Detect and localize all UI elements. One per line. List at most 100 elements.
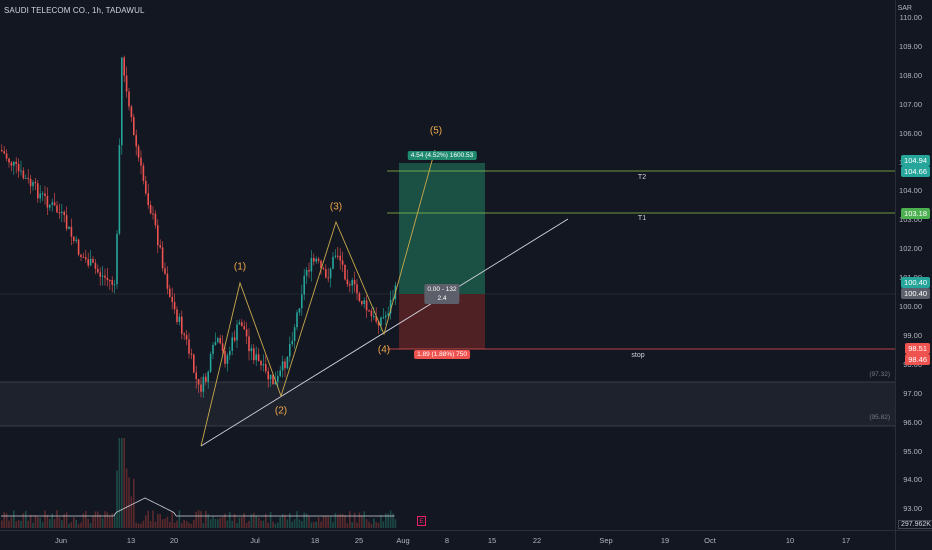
volume-bar (8, 520, 10, 528)
candle-body (152, 213, 154, 215)
candle-body (301, 294, 303, 309)
volume-bar (315, 521, 317, 528)
wave-label-2: (2) (274, 405, 288, 417)
candle-body (154, 213, 157, 226)
candle-body (284, 361, 286, 369)
candle-body (265, 364, 267, 372)
volume-bar (193, 519, 195, 528)
t2-text: T2 (637, 174, 647, 181)
candle-body (229, 350, 231, 356)
candle-body (233, 337, 236, 341)
volume-bar (325, 515, 327, 528)
candle-body (44, 193, 46, 196)
candle-body (238, 322, 241, 325)
price-axis-tick: 108.00 (899, 70, 922, 80)
candle-body (73, 236, 75, 241)
candle-body (298, 308, 301, 313)
volume-bar (327, 516, 329, 528)
zone-lower-label: (95.82) (869, 414, 890, 421)
wave-label-5: (5) (429, 125, 443, 137)
candle-body (202, 376, 205, 392)
candle-body (135, 135, 137, 147)
volume-bar (37, 517, 39, 528)
candle-body (245, 329, 248, 337)
volume-bar (245, 522, 248, 528)
volume-bar (253, 512, 255, 528)
candle-body (329, 268, 332, 279)
volume-bar (260, 520, 262, 528)
candle-body (53, 202, 56, 206)
time-axis-tick: 18 (310, 536, 320, 545)
volume-bar (305, 513, 308, 528)
volume-bar (111, 513, 113, 528)
volume-bar (368, 521, 370, 528)
candle-body (97, 268, 99, 273)
volume-bar (116, 470, 118, 528)
volume-bar (17, 520, 20, 528)
candle-body (313, 258, 315, 262)
volume-bar (109, 516, 111, 528)
volume-bar (10, 517, 13, 528)
support-zone (0, 382, 895, 426)
volume-bar (272, 521, 274, 528)
candle-body (322, 268, 325, 270)
candle-body (65, 215, 68, 229)
volume-bar (255, 515, 257, 528)
candle-body (17, 163, 20, 172)
wave-label-3: (3) (329, 201, 343, 213)
volume-bar (125, 468, 128, 528)
candle-body (140, 157, 142, 166)
volume-bar (56, 510, 58, 528)
volume-bar (113, 513, 116, 528)
candle-body (365, 300, 368, 311)
volume-bar (15, 521, 17, 528)
volume-bar (310, 522, 313, 528)
time-axis-tick: 15 (487, 536, 497, 545)
candle-body (243, 326, 245, 330)
volume-bar (296, 511, 298, 528)
candle-body (145, 180, 147, 194)
candle-body (20, 170, 22, 172)
volume-bar (243, 512, 245, 528)
candle-body (274, 381, 277, 385)
candle-body (1, 150, 3, 152)
candle-body (63, 211, 65, 216)
volume-bar (289, 513, 291, 528)
candle-body (41, 193, 44, 195)
candle-body (29, 178, 32, 187)
stop-text: stop (631, 352, 645, 359)
time-axis-tick: Sep (599, 536, 613, 545)
target-zone[interactable] (399, 163, 485, 294)
time-axis-tick: 19 (660, 536, 670, 545)
candle-body (346, 279, 349, 285)
volume-bar (161, 519, 164, 528)
candle-body (80, 254, 82, 257)
volume-bar (236, 523, 238, 528)
volume-bar (284, 514, 286, 528)
volume-bar (303, 512, 305, 528)
wave-label-4: (4) (377, 344, 391, 356)
volume-bar (387, 513, 389, 528)
candle-body (286, 356, 289, 369)
candle-body (236, 324, 238, 341)
elliott-wave-path[interactable] (200, 149, 436, 447)
volume-bar (356, 522, 358, 528)
volume-bar (142, 520, 145, 528)
volume-bar (219, 518, 221, 528)
price-axis-tick: 102.00 (899, 244, 922, 254)
candle-body (308, 270, 310, 272)
candle-body (195, 372, 197, 380)
volume-bar (157, 514, 159, 528)
price-tag-stop-a: 98.51 (905, 343, 930, 354)
candle-body (61, 211, 63, 213)
volume-bar (214, 519, 217, 528)
volume-bar (341, 514, 344, 528)
volume-bar (274, 523, 277, 528)
time-axis-tick: 13 (126, 536, 136, 545)
candle-body (125, 75, 128, 92)
earnings-event-marker[interactable]: E (417, 516, 426, 526)
time-axis-tick: Jun (54, 536, 68, 545)
candle-body (87, 259, 89, 266)
